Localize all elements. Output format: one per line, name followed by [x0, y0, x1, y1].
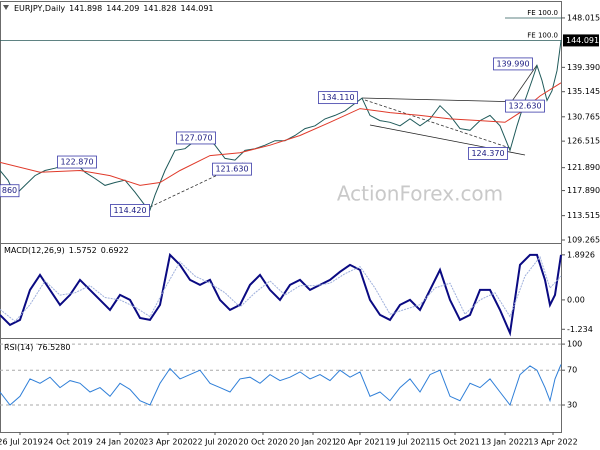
price-label: 114.420 [113, 206, 146, 215]
x-tick-label: 20 Jan 2021 [289, 438, 337, 447]
price-label-box [176, 131, 216, 145]
price-label-box [493, 57, 533, 71]
x-tick-label: 23 Apr 2020 [143, 438, 192, 447]
y-tick-label: 70 [567, 366, 577, 375]
channel-upper [361, 97, 526, 103]
x-tick-label: 19 Jul 2021 [385, 438, 430, 447]
series-line [0, 82, 562, 186]
header-value: 144.091 [180, 4, 213, 13]
x-tick-label: 22 Jul 2020 [192, 438, 237, 447]
x-tick-label: 20 Oct 2020 [238, 438, 287, 447]
x-tick-label: 26 Jul 2019 [0, 438, 43, 447]
x-tick-label: 24 Jan 2020 [96, 438, 144, 447]
last-price-box [563, 34, 599, 47]
symbol-icon [3, 5, 9, 10]
y-tick-label: 126.515 [567, 137, 600, 146]
price-label: 134.110 [321, 93, 354, 102]
series-line [0, 40, 562, 211]
header-value: 76.5280 [37, 343, 70, 352]
y-tick-label: 0.00 [567, 295, 585, 304]
price-label: 127.070 [179, 133, 212, 142]
panel-header: RSI(14) 76.5280 [4, 343, 71, 352]
price-label-box [0, 184, 20, 198]
series-line [0, 364, 562, 407]
header-title: RSI(14) [4, 343, 33, 352]
price-label: 132.630 [508, 102, 541, 111]
price-label-box [318, 91, 358, 105]
series-line [0, 252, 562, 337]
y-tick-label: 1.8926 [567, 250, 595, 259]
price-label-box [57, 155, 97, 169]
header-value: 144.209 [106, 4, 139, 13]
price-label: 122.870 [60, 158, 93, 167]
header-title: MACD(12,26,9) [4, 246, 65, 255]
y-tick-label: -1.234 [567, 325, 593, 334]
series-line [0, 255, 562, 322]
y-tick-label: 139.390 [567, 63, 600, 72]
x-tick-label: 13 Jan 2022 [481, 438, 529, 447]
price-label-box [505, 99, 545, 113]
x-tick-label: 24 Oct 2019 [43, 438, 92, 447]
x-tick-label: 15 Oct 2021 [430, 438, 479, 447]
y-tick-label: 148.015 [567, 13, 600, 22]
y-tick-label: 135.145 [567, 87, 600, 96]
trend-line [509, 64, 538, 105]
price-label: 860 [2, 186, 17, 195]
last-price-label: 144.091 [566, 36, 599, 45]
x-tick-label: 13 Apr 2022 [528, 438, 577, 447]
y-tick-label: 100 [567, 340, 582, 349]
price-label-box [110, 204, 150, 217]
header-value: 141.898 [69, 4, 102, 13]
watermark: ActionForex.com [337, 182, 503, 206]
header-value: 1.5752 [69, 246, 97, 255]
y-tick-label: 30 [567, 401, 577, 410]
y-tick-label: 121.890 [567, 163, 600, 172]
price-label: 124.370 [471, 149, 504, 158]
x-tick-label: 20 Apr 2021 [335, 438, 384, 447]
level-label: FE 100.0 [527, 9, 558, 17]
price-label: 121.630 [215, 165, 248, 174]
price-label: 139.990 [496, 59, 529, 68]
panel-header: MACD(12,26,9) 1.5752 0.6922 [4, 246, 129, 255]
header-value: 0.6922 [101, 246, 129, 255]
trend-line [364, 99, 511, 149]
panel-header: EURJPY,Daily 141.898 144.209 141.828 144.091 [14, 4, 214, 13]
y-tick-label: 113.515 [567, 211, 600, 220]
y-tick-label: 130.765 [567, 112, 600, 121]
header-value: 141.828 [143, 4, 176, 13]
panel-frame [0, 338, 562, 433]
price-label-box [212, 162, 252, 176]
y-tick-label: 117.890 [567, 186, 600, 195]
header-title: EURJPY,Daily [14, 4, 65, 13]
price-label-box [468, 147, 508, 160]
y-tick-label: 109.265 [567, 235, 600, 244]
level-label: FE 100.0 [527, 31, 558, 39]
